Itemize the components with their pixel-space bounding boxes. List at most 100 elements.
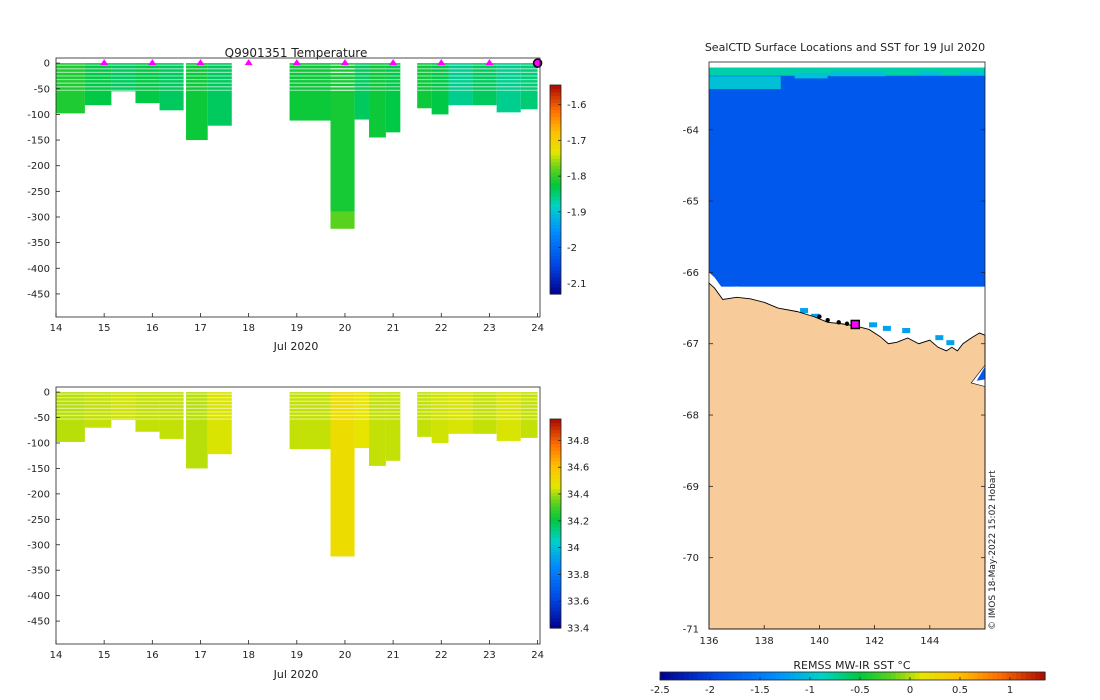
sst-colorbar-segment bbox=[972, 672, 979, 680]
sst-colorbar-segment bbox=[910, 672, 916, 680]
sst-colorbar-segment bbox=[1035, 672, 1041, 680]
sst-colorbar-segment bbox=[688, 672, 695, 680]
colorbar-segment bbox=[550, 186, 561, 191]
colorbar-segment bbox=[550, 565, 561, 570]
sst-colorbar-segment bbox=[674, 672, 680, 680]
map-x-tick-label: 140 bbox=[810, 636, 829, 647]
profile-cell bbox=[207, 392, 232, 455]
colorbar-segment bbox=[550, 419, 561, 424]
sst-colorbar-segment bbox=[1020, 672, 1027, 680]
colorbar-segment bbox=[550, 196, 561, 201]
colorbar-segment bbox=[550, 471, 561, 476]
y-tick-label: -250 bbox=[27, 515, 50, 526]
colorbar-segment bbox=[550, 269, 561, 274]
colorbar-tick-label: 33.6 bbox=[567, 597, 589, 608]
salinity-colorbar: 34.8 34.6 34.4 34.2 34 33.8 33.6 33.4 bbox=[549, 418, 589, 635]
colorbar-segment bbox=[550, 192, 561, 198]
colorbar-tick-label: 33.4 bbox=[567, 624, 589, 635]
colorbar-segment bbox=[550, 140, 561, 145]
colorbar-segment bbox=[550, 262, 561, 267]
y-tick-label: -150 bbox=[27, 464, 50, 475]
profile-cell bbox=[431, 392, 449, 443]
colorbar-tick-label: -1.6 bbox=[567, 100, 587, 111]
colorbar-segment bbox=[550, 481, 561, 486]
colorbar-segment bbox=[550, 453, 561, 458]
colorbar-segment bbox=[550, 607, 561, 612]
y-tick-label: -100 bbox=[27, 110, 50, 121]
sst-colorbar-segment bbox=[818, 672, 825, 680]
colorbar-segment bbox=[550, 575, 561, 580]
colorbar-segment bbox=[550, 533, 561, 539]
sst-colorbar-tick-label: -1.5 bbox=[750, 685, 770, 696]
profile-cell bbox=[448, 392, 473, 434]
salinity-profiles bbox=[56, 392, 538, 557]
sst-colorbar-tick-label: -0.5 bbox=[850, 685, 870, 696]
profile-cell bbox=[186, 392, 208, 469]
profile-cell bbox=[56, 392, 85, 442]
sst-coastal-cell bbox=[935, 335, 944, 341]
sst-coastal-cell bbox=[946, 340, 955, 346]
surface-marker bbox=[389, 59, 398, 66]
map-x-tick-label: 144 bbox=[920, 636, 939, 647]
colorbar-segment bbox=[550, 506, 561, 511]
sst-colorbar-label: REMSS MW-IR SST °C bbox=[793, 659, 911, 672]
sst-coastal-cell bbox=[811, 313, 820, 319]
map-y-ticks: -64 -65 -66 -67 -68 -69 -70 -71 bbox=[683, 125, 985, 636]
sst-colorbar-segment bbox=[684, 672, 690, 680]
sst-colorbar-segment bbox=[1025, 672, 1032, 680]
colorbar-tick-label: -2 bbox=[567, 243, 577, 254]
sst-colorbar-segment bbox=[809, 672, 815, 680]
y-tick-label: -450 bbox=[27, 289, 50, 300]
colorbar-segment bbox=[550, 252, 561, 257]
colorbar-segment bbox=[550, 241, 561, 246]
no-data-strip bbox=[709, 272, 985, 351]
sst-colorbar-tick-label: 0 bbox=[907, 685, 913, 696]
colorbar-segment bbox=[550, 582, 561, 587]
colorbar-segment bbox=[550, 276, 561, 281]
colorbar-tick-label: 34.4 bbox=[567, 490, 589, 501]
y-tick-label: -350 bbox=[27, 566, 50, 577]
x-tick-label: 20 bbox=[339, 323, 352, 334]
colorbar-segment bbox=[550, 109, 561, 114]
y-tick-label: -250 bbox=[27, 187, 50, 198]
y-tick-label: -150 bbox=[27, 136, 50, 147]
sst-colorbar-segment bbox=[968, 672, 974, 680]
colorbar-segment bbox=[550, 551, 561, 556]
colorbar-segment bbox=[550, 568, 561, 573]
sst-colorbar-segment bbox=[693, 672, 700, 680]
sst-colorbar-segment bbox=[958, 672, 964, 680]
colorbar-segment bbox=[550, 224, 561, 229]
map-y-tick-label: -68 bbox=[683, 411, 699, 422]
profile-cell bbox=[330, 211, 355, 229]
x-tick-label: 20 bbox=[339, 650, 352, 661]
temperature-colorbar: -1.6 -1.7 -1.8 -1.9 -2 -2.1 bbox=[549, 84, 587, 295]
x-tick-label: 15 bbox=[98, 650, 111, 661]
profile-cell bbox=[369, 392, 386, 466]
temperature-profiles bbox=[56, 63, 538, 229]
sst-colorbar-segment bbox=[761, 672, 767, 680]
surface-marker bbox=[100, 59, 109, 66]
colorbar-segment bbox=[550, 502, 561, 507]
colorbar-tick-label: 34.8 bbox=[567, 436, 589, 447]
profile-cell bbox=[417, 63, 432, 109]
sst-colorbar-segment bbox=[876, 672, 882, 680]
map-x-tick-label: 138 bbox=[755, 636, 774, 647]
colorbar-segment bbox=[550, 266, 561, 271]
colorbar-segment bbox=[550, 98, 561, 104]
x-tick-label: 18 bbox=[242, 650, 255, 661]
colorbar-segment bbox=[550, 206, 561, 211]
sst-colorbar-tick-label: -1 bbox=[805, 685, 815, 696]
salinity-axes-frame bbox=[55, 386, 541, 645]
map-axes-frame bbox=[708, 61, 986, 630]
sst-colorbar-segment bbox=[698, 672, 704, 680]
colorbar-segment bbox=[550, 189, 561, 194]
sst-colorbar-segment bbox=[770, 672, 777, 680]
colorbar-segment bbox=[550, 547, 561, 552]
colorbar-frame bbox=[549, 418, 562, 629]
sst-colorbar-segment bbox=[814, 672, 820, 680]
colorbar-segment bbox=[550, 457, 561, 462]
colorbar-segment bbox=[550, 544, 561, 549]
sst-colorbar-segment bbox=[886, 672, 892, 680]
colorbar-segment bbox=[550, 199, 561, 205]
x-tick-label: 17 bbox=[194, 323, 207, 334]
